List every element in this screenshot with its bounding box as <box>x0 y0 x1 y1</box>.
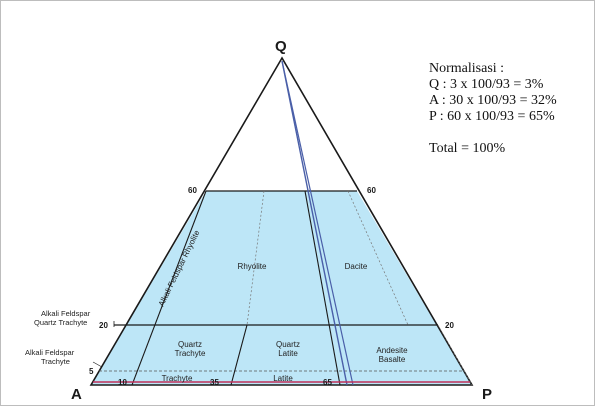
tick-right-60: 60 <box>367 186 376 195</box>
field-andesite-basalte-line1: Andesite <box>376 346 408 355</box>
normalization-total: Total = 100% <box>429 141 506 156</box>
side-alkali-feldspar-quartz-trachyte-line2: Quartz Trachyte <box>34 318 87 327</box>
apex-a-label: A <box>71 386 82 403</box>
boundary-10-left <box>131 190 207 386</box>
tick-base-65: 65 <box>323 378 332 387</box>
tick-left-5: 5 <box>89 367 94 376</box>
apex-q-label: Q <box>275 38 287 55</box>
side-pointer-lower <box>92 361 103 368</box>
side-alkali-feldspar-quartz-trachyte-line1: Alkali Feldspar <box>41 309 91 318</box>
field-trachyte: Trachyte <box>162 374 193 383</box>
field-latite: Latite <box>273 374 293 383</box>
tick-base-35: 35 <box>210 378 219 387</box>
side-alkali-feldspar-trachyte-line2: Trachyte <box>41 357 70 366</box>
tick-base-10: 10 <box>118 378 127 387</box>
guide-dotted-right <box>347 190 409 326</box>
field-quartz-latite-line1: Quartz <box>276 340 300 349</box>
guide-dotted-low-right <box>437 324 473 386</box>
boundary-65 <box>304 190 341 386</box>
field-quartz-trachyte-line2: Trachyte <box>175 349 206 358</box>
plot-line-blue-b <box>281 60 354 386</box>
field-quartz-trachyte-line1: Quartz <box>178 340 202 349</box>
field-dacite: Dacite <box>345 262 368 271</box>
plot-line-blue-a <box>281 60 348 386</box>
apex-p-label: P <box>482 386 492 403</box>
volcanic-field-area <box>91 191 472 385</box>
field-quartz-latite-line2: Latite <box>278 349 298 358</box>
tick-right-20: 20 <box>445 321 454 330</box>
field-andesite-basalte-line2: Basalte <box>379 355 406 364</box>
normalization-line-p: P : 60 x 100/93 = 65% <box>429 109 555 124</box>
field-rhyolite: Rhyolite <box>238 262 267 271</box>
guide-dotted-left <box>246 190 265 326</box>
normalization-panel: Normalisasi : Q : 3 x 100/93 = 3% A : 30… <box>429 61 557 157</box>
tick-left-60: 60 <box>188 186 197 195</box>
normalization-title: Normalisasi : <box>429 61 505 76</box>
boundary-35 <box>230 324 248 386</box>
normalization-line-a: A : 30 x 100/93 = 32% <box>429 93 557 108</box>
qap-triangle-outline <box>89 56 474 386</box>
tick-left-20: 20 <box>99 321 108 330</box>
normalization-line-q: Q : 3 x 100/93 = 3% <box>429 77 544 92</box>
side-alkali-feldspar-trachyte-line1: Alkali Feldspar <box>25 348 75 357</box>
